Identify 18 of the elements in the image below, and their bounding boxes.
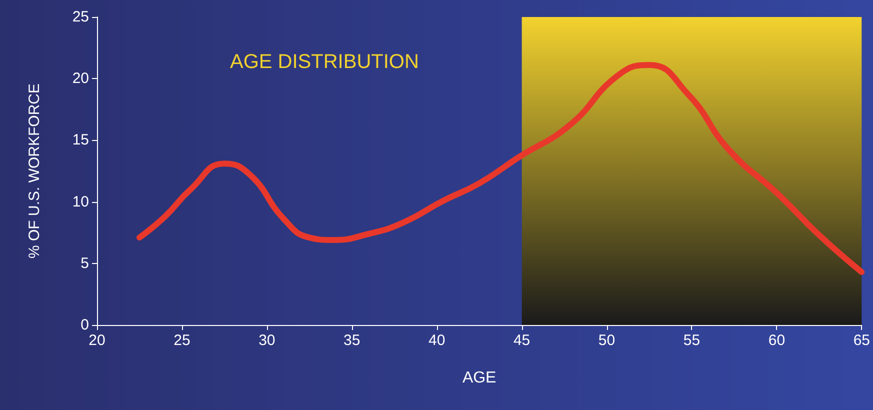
y-axis-title: % OF U.S. WORKFORCE xyxy=(26,83,43,259)
x-tick-label: 25 xyxy=(174,332,190,349)
x-tick-label: 30 xyxy=(258,332,276,349)
annotation: AGE DISTRIBUTION xyxy=(230,51,419,73)
x-tick-label: 60 xyxy=(768,332,786,349)
y-tick-label: 10 xyxy=(72,193,89,210)
x-axis-title: AGE xyxy=(462,370,496,386)
x-tick-label: 45 xyxy=(513,332,530,349)
y-tick-label: 0 xyxy=(80,316,89,334)
y-tick-label: 15 xyxy=(72,132,89,149)
x-tick-label: 55 xyxy=(683,332,700,349)
y-tick-label: 25 xyxy=(72,8,89,26)
x-tick-label: 65 xyxy=(853,332,870,349)
y-tick-label: 5 xyxy=(80,254,89,272)
x-tick-label: 35 xyxy=(344,332,360,349)
y-tick-label: 20 xyxy=(72,70,89,88)
x-tick-label: 40 xyxy=(428,332,446,349)
x-tick-label: 50 xyxy=(598,332,616,349)
